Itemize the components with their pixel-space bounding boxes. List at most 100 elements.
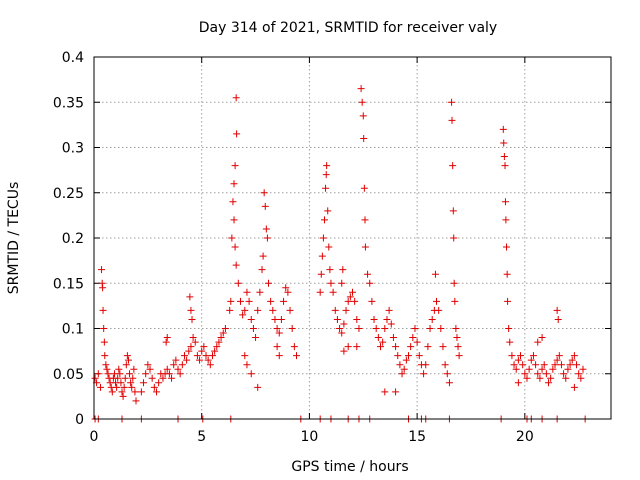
data-point-marker [165, 370, 173, 378]
data-point-marker [545, 379, 553, 387]
data-point-marker [503, 270, 511, 278]
data-point-marker [364, 270, 372, 278]
data-point-marker [402, 356, 410, 364]
data-point-marker [342, 306, 350, 314]
data-point-marker [140, 379, 148, 387]
data-point-marker [521, 370, 529, 378]
data-point-marker [127, 379, 135, 387]
x-tick-label: 0 [90, 429, 99, 445]
data-point-marker [534, 370, 542, 378]
data-point-marker [329, 288, 337, 296]
data-point-marker [100, 338, 108, 346]
x-tick-label: 10 [301, 429, 319, 445]
data-point-marker [331, 306, 339, 314]
y-tick-label: 0.1 [62, 322, 84, 338]
y-tick-label: 0.05 [53, 367, 84, 383]
data-point-marker [551, 361, 559, 369]
data-point-marker [233, 130, 241, 138]
data-point-marker [357, 85, 365, 93]
data-point-marker [394, 352, 402, 360]
data-point-marker [351, 297, 359, 305]
data-point-marker [547, 374, 555, 382]
data-point-marker [288, 325, 296, 332]
data-point-marker [553, 306, 561, 314]
data-point-marker [349, 288, 356, 296]
data-point-marker [91, 374, 99, 382]
data-point-marker [172, 356, 180, 364]
data-point-marker [280, 297, 288, 305]
data-point-marker [353, 315, 361, 323]
data-point-marker [96, 383, 104, 391]
data-point-marker [433, 297, 441, 305]
data-point-marker [241, 352, 249, 360]
data-point-marker [441, 361, 449, 369]
data-point-marker [575, 370, 583, 378]
data-point-marker [448, 116, 456, 124]
data-point-marker [282, 284, 290, 292]
data-point-marker [108, 388, 116, 396]
data-point-marker [99, 284, 107, 292]
data-point-marker [94, 370, 102, 378]
data-point-marker [119, 392, 127, 400]
data-point-marker [413, 338, 421, 346]
data-point-marker [148, 374, 156, 382]
data-point-marker [290, 343, 298, 351]
data-point-marker [326, 266, 334, 274]
data-point-marker [529, 352, 537, 360]
data-point-marker [187, 306, 195, 314]
data-point-marker [422, 361, 430, 369]
data-point-marker [132, 397, 140, 405]
data-point-marker [499, 125, 507, 133]
data-point-marker [379, 338, 387, 346]
data-point-marker [508, 352, 516, 360]
data-point-marker [549, 365, 557, 373]
data-point-marker [361, 216, 369, 224]
data-point-marker [252, 334, 260, 342]
data-point-marker [275, 352, 283, 360]
data-point-marker [191, 338, 199, 346]
data-point-marker [104, 370, 112, 378]
data-point-marker [261, 202, 269, 210]
data-point-marker [360, 134, 368, 142]
data-point-marker [118, 388, 126, 396]
data-point-marker [340, 320, 348, 328]
data-point-marker [221, 325, 229, 332]
data-point-marker [213, 343, 221, 351]
data-point-marker [381, 325, 389, 332]
data-point-marker [502, 216, 510, 224]
data-point-marker [355, 325, 363, 332]
data-point-marker [263, 234, 271, 242]
data-point-marker [121, 374, 129, 382]
data-point-marker [162, 338, 170, 346]
data-point-marker [424, 343, 432, 351]
data-point-marker [186, 293, 194, 301]
data-point-marker [180, 352, 188, 360]
data-point-marker [269, 306, 277, 314]
data-point-marker [500, 153, 508, 161]
data-point-marker [116, 370, 124, 378]
data-point-marker [256, 288, 264, 296]
y-tick-labels: 0 0.05 0.1 0.15 0.2 0.25 0.3 0.35 0.4 [53, 50, 84, 428]
y-tick-label: 0.15 [53, 276, 84, 292]
data-point-marker [258, 266, 266, 274]
data-point-marker [450, 279, 458, 287]
data-point-marker [273, 325, 281, 332]
data-point-marker [174, 365, 182, 373]
data-point-marker [146, 365, 154, 373]
data-point-marker [374, 334, 382, 342]
data-point-marker [231, 243, 239, 251]
data-point-marker [152, 388, 160, 396]
data-point-marker [392, 343, 400, 351]
data-point-marker [267, 297, 275, 305]
data-point-marker [538, 365, 546, 373]
data-point-marker [202, 352, 210, 360]
data-point-marker [431, 270, 439, 278]
data-point-marker [327, 279, 335, 287]
data-point-marker [564, 365, 572, 373]
data-point-marker [449, 162, 457, 170]
data-point-marker [383, 315, 391, 323]
data-point-marker [333, 315, 341, 323]
data-point-marker [346, 293, 354, 301]
data-point-marker [144, 361, 152, 369]
